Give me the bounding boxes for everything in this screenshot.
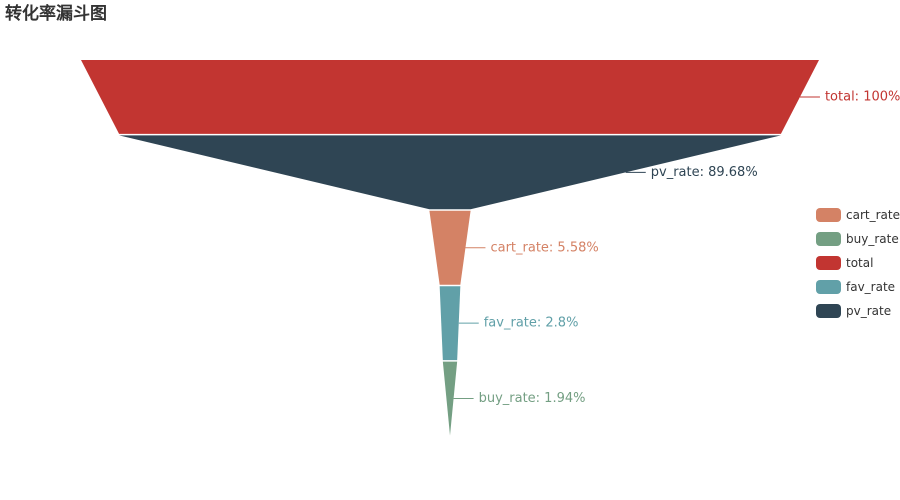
legend-item-fav-rate[interactable]: fav_rate — [816, 275, 900, 299]
legend-swatch — [816, 232, 841, 246]
legend-label: total — [846, 256, 874, 270]
legend-label: pv_rate — [846, 304, 892, 318]
legend-label: cart_rate — [846, 208, 900, 222]
funnel-segment-cart-rate[interactable] — [429, 210, 471, 285]
legend-label: fav_rate — [846, 280, 896, 294]
data-label-total: total: 100% — [825, 89, 900, 104]
legend-swatch — [816, 280, 841, 294]
funnel-segment-buy-rate[interactable] — [442, 361, 458, 436]
data-label-buy-rate: buy_rate: 1.94% — [479, 391, 586, 406]
legend-swatch — [816, 304, 841, 318]
funnel-labels: total: 100% pv_rate: 89.68% cart_rate: 5.5… — [453, 89, 900, 406]
legend-item-pv-rate[interactable]: pv_rate — [816, 299, 900, 323]
data-label-pv-rate: pv_rate: 89.68% — [651, 165, 758, 180]
funnel-segment-fav-rate[interactable] — [439, 286, 461, 361]
legend-swatch — [816, 256, 841, 270]
funnel-segments — [81, 60, 819, 436]
chart-title: 转化率漏斗图 — [5, 4, 107, 24]
legend-swatch — [816, 208, 841, 222]
funnel-segment-total[interactable] — [81, 60, 819, 134]
funnel-segment-pv-rate[interactable] — [119, 135, 781, 210]
legend-item-cart-rate[interactable]: cart_rate — [816, 203, 900, 227]
data-label-cart-rate: cart_rate: 5.58% — [490, 240, 598, 255]
legend-item-buy-rate[interactable]: buy_rate — [816, 227, 900, 251]
legend-item-total[interactable]: total — [816, 251, 900, 275]
legend-label: buy_rate — [846, 232, 899, 246]
data-label-fav-rate: fav_rate: 2.8% — [484, 316, 579, 331]
